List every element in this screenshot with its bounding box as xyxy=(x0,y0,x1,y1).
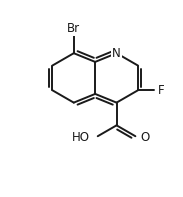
Text: F: F xyxy=(158,84,164,97)
Text: HO: HO xyxy=(72,131,90,144)
Text: Br: Br xyxy=(67,22,80,35)
Text: N: N xyxy=(112,47,121,60)
Text: O: O xyxy=(140,131,149,144)
